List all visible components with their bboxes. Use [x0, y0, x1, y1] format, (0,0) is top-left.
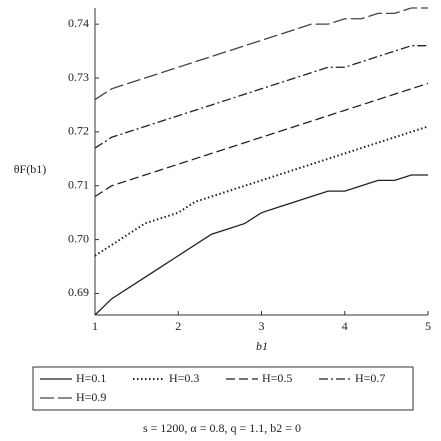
x-tick-label: 1: [92, 319, 98, 333]
caption: s = 1200, α = 0.8, q = 1.1, b2 = 0: [143, 421, 301, 435]
series-line: [94, 7, 428, 101]
series-line: [94, 82, 429, 198]
legend-label: H=0.1: [76, 371, 106, 385]
y-tick-label: 0.74: [68, 16, 89, 30]
series-line: [94, 45, 428, 149]
legend-label: H=0.5: [262, 371, 292, 385]
y-tick-label: 0.72: [68, 124, 89, 138]
x-tick-label: 4: [342, 319, 348, 333]
legend-label: H=0.9: [76, 390, 106, 404]
y-tick-label: 0.71: [68, 177, 89, 191]
x-tick-label: 5: [425, 319, 431, 333]
y-tick-label: 0.73: [68, 70, 89, 84]
series-line: [94, 174, 428, 316]
y-axis-label: θF(b1): [14, 162, 46, 176]
legend-label: H=0.7: [355, 371, 385, 385]
legend-label: H=0.3: [169, 371, 199, 385]
x-tick-label: 3: [259, 319, 265, 333]
y-tick-label: 0.69: [68, 285, 89, 299]
legend-box: [32, 366, 414, 411]
x-tick-label: 2: [175, 319, 181, 333]
series-line: [94, 125, 429, 257]
y-tick-label: 0.70: [68, 231, 89, 245]
x-axis-label: b1: [256, 339, 268, 353]
